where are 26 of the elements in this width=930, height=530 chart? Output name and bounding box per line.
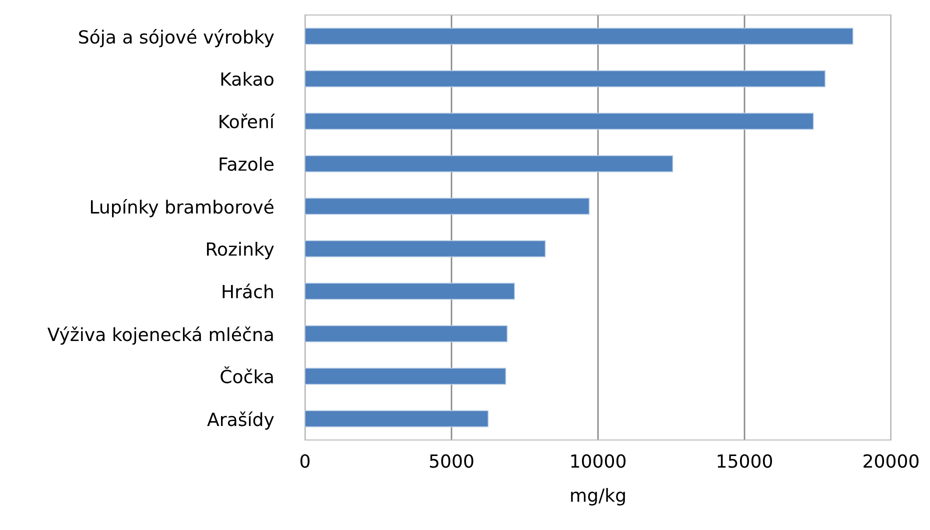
bar [305,240,546,258]
y-tick-label: Arašídy [207,412,274,430]
y-tick-label: Fazole [220,156,274,171]
y-tick-label: Hrách [222,284,273,298]
x-axis-title: mg/kg [571,488,625,506]
bar [305,155,674,172]
bar [305,410,489,428]
x-tick-label: 0 [300,454,310,468]
bar [305,198,590,215]
y-tick-label: Sója a sójové výrobky [79,29,274,48]
x-tick-label: 20000 [864,454,919,468]
y-tick-label: Výživa kojenecká mléčna [47,326,273,345]
bar [305,70,826,88]
bar [305,368,506,385]
x-tick-label: 5000 [430,454,474,468]
y-tick-label: Čočka [220,366,273,384]
y-tick-label: Lupínky bramborové [90,199,274,218]
bar [305,325,508,342]
y-tick-label: Koření [220,114,275,128]
x-tick-label: 15000 [718,454,772,468]
y-tick-label: Kakao [221,72,274,86]
y-tick-label: Rozinky [207,242,274,260]
x-tick-label: 10000 [571,454,626,468]
bar [305,282,515,300]
bar [305,112,814,130]
bar [305,28,854,45]
